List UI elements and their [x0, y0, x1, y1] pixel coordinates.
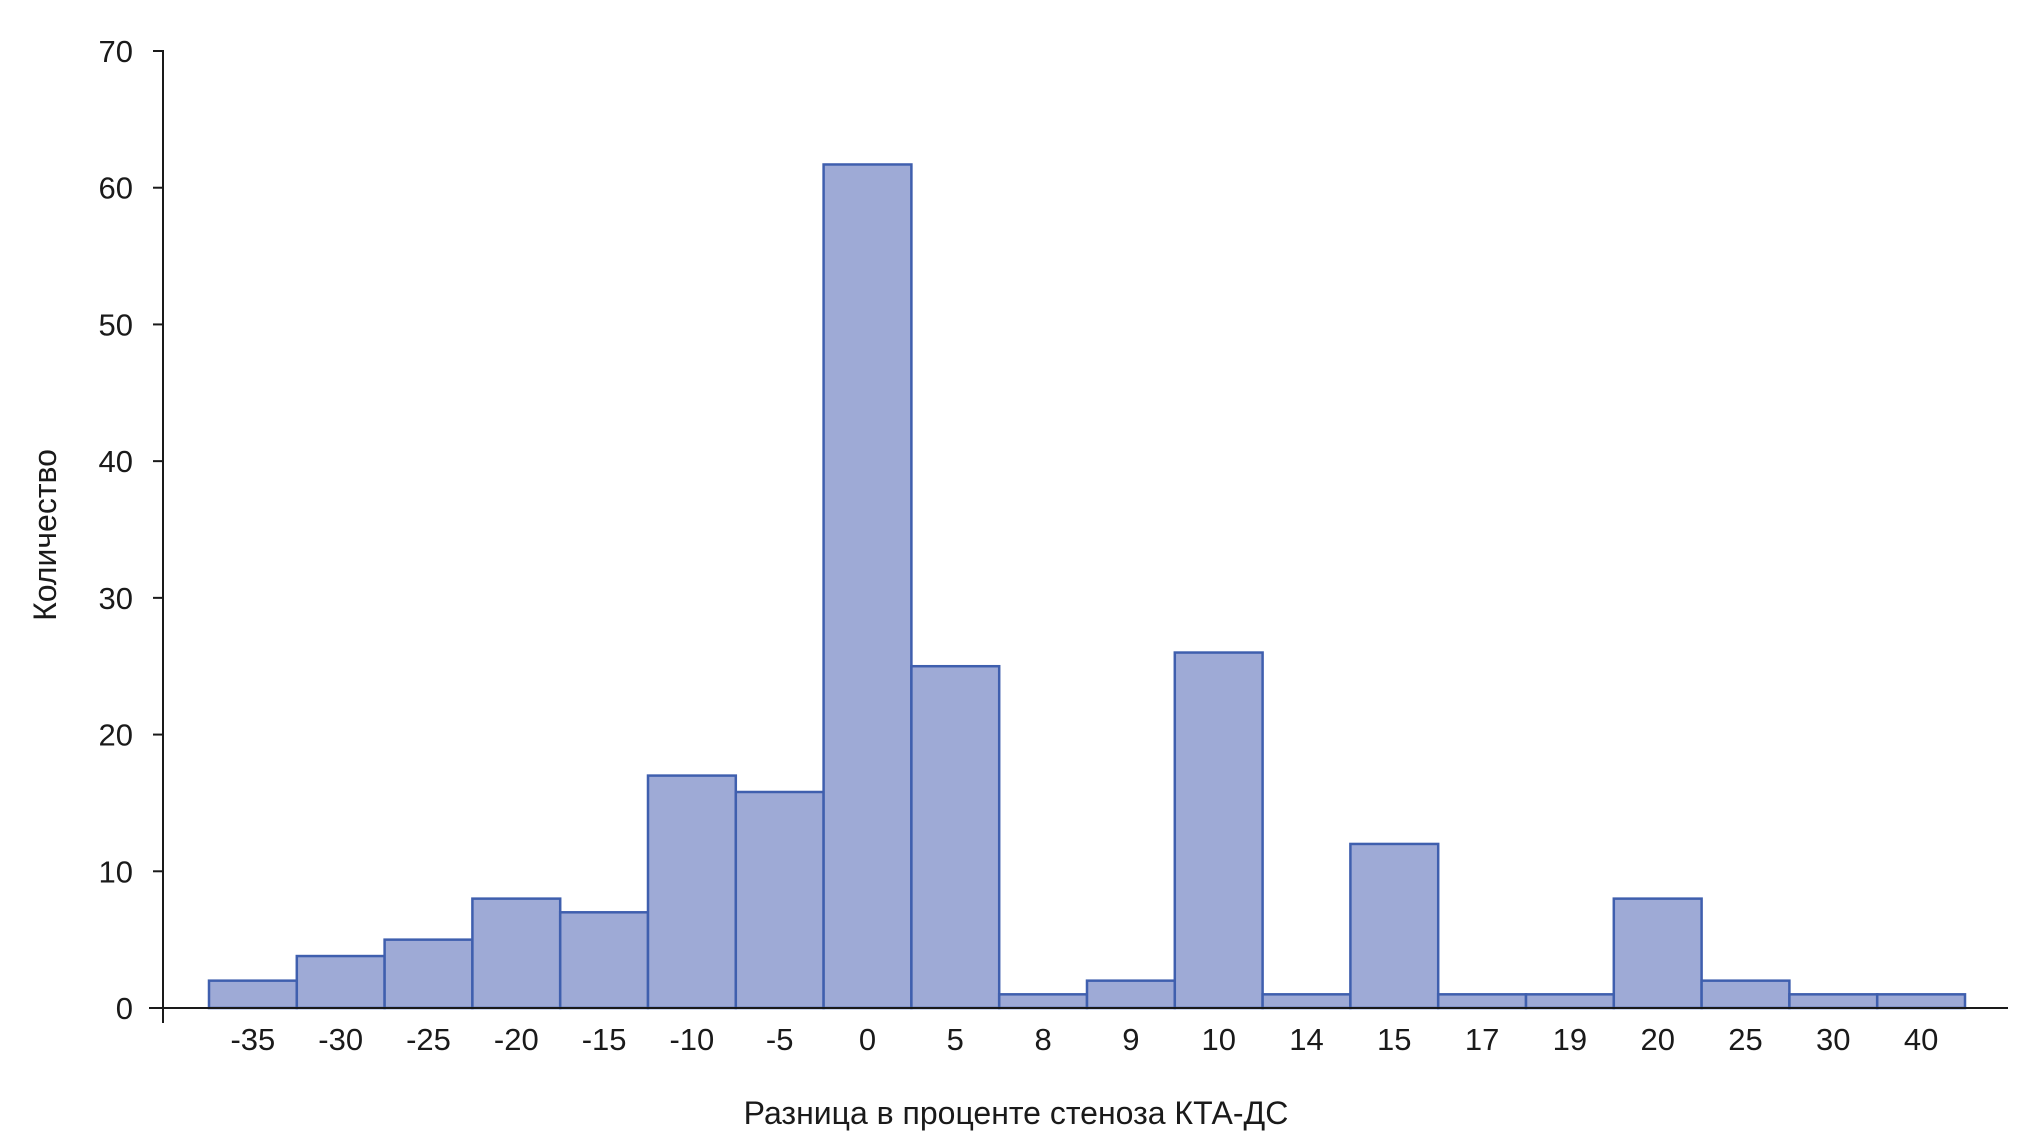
y-tick-label-40: 40 — [99, 444, 133, 479]
y-tick-label-50: 50 — [99, 307, 133, 342]
bar-15 — [1349, 842, 1440, 1010]
x-tick-label-17: 17 — [1465, 1022, 1499, 1057]
bar-20 — [1612, 897, 1703, 1010]
x-tick-label--25: -25 — [406, 1022, 451, 1057]
bar-17 — [1436, 993, 1528, 1010]
x-tick-label-9: 9 — [1122, 1022, 1139, 1057]
x-tick-label--15: -15 — [582, 1022, 627, 1057]
bar-14 — [1261, 993, 1352, 1010]
x-tick-label-40: 40 — [1904, 1022, 1938, 1057]
bar-0 — [822, 163, 913, 1010]
x-tick-label-0: 0 — [859, 1022, 876, 1057]
bar-25 — [1700, 979, 1791, 1010]
y-axis: 0 10 20 30 40 50 60 70 — [99, 34, 164, 1026]
bar-40 — [1875, 993, 1967, 1010]
x-tick-label-20: 20 — [1640, 1022, 1674, 1057]
y-tick-label-60: 60 — [99, 171, 133, 206]
x-tick-label--10: -10 — [669, 1022, 714, 1057]
x-tick-label-8: 8 — [1034, 1022, 1051, 1057]
y-tick-label-0: 0 — [116, 991, 133, 1026]
y-tick-label-20: 20 — [99, 718, 133, 753]
x-tick-label-25: 25 — [1728, 1022, 1762, 1057]
bar-9 — [1085, 979, 1177, 1010]
x-tick-label--20: -20 — [494, 1022, 539, 1057]
bar-10 — [1173, 651, 1264, 1010]
x-tick-label-15: 15 — [1377, 1022, 1411, 1057]
x-tick-label-30: 30 — [1816, 1022, 1850, 1057]
bar--20 — [471, 897, 562, 1010]
bar-19 — [1524, 993, 1616, 1010]
x-axis-title: Разница в проценте стеноза КТА-ДС — [744, 1095, 1289, 1131]
x-tick-label--5: -5 — [766, 1022, 794, 1057]
x-tick-label--30: -30 — [318, 1022, 363, 1057]
bars-group — [207, 163, 1967, 1010]
bar-5 — [910, 664, 1001, 1010]
y-axis-title: Количество — [27, 449, 63, 621]
x-axis: -35 -30 -25 -20 -15 -10 -5 0 5 8 9 10 14 15 17 19 20 25 30… — [149, 1007, 2008, 1057]
bar--10 — [646, 774, 738, 1010]
bar--5 — [734, 790, 825, 1010]
bar--25 — [383, 938, 474, 1010]
x-tick-label-5: 5 — [947, 1022, 964, 1057]
x-tick-label-14: 14 — [1289, 1022, 1323, 1057]
x-tick-label-19: 19 — [1553, 1022, 1587, 1057]
x-tick-label-10: 10 — [1201, 1022, 1235, 1057]
y-tick-label-30: 30 — [99, 581, 133, 616]
y-tick-label-10: 10 — [99, 854, 133, 889]
y-tick-label-70: 70 — [99, 34, 133, 69]
bar-30 — [1788, 993, 1879, 1010]
bar-8 — [997, 993, 1089, 1010]
bar--30 — [295, 954, 386, 1010]
x-tick-label--35: -35 — [230, 1022, 275, 1057]
bar--35 — [207, 979, 299, 1010]
bar--15 — [558, 911, 650, 1010]
